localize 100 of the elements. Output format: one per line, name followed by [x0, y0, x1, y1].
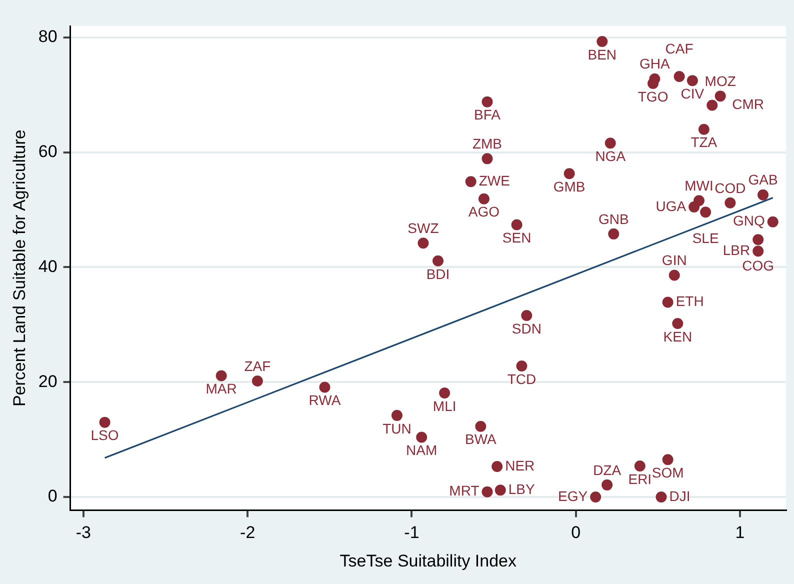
point — [596, 36, 608, 48]
point — [319, 382, 330, 393]
data-label: SEN — [502, 230, 532, 246]
point — [439, 388, 450, 399]
data-label: CIV — [680, 85, 705, 102]
x-tick-label: -3 — [76, 523, 92, 542]
point — [465, 176, 476, 188]
data-label: TUN — [382, 420, 412, 436]
point — [482, 486, 493, 498]
data-label: MRT — [449, 482, 480, 499]
y-tick-label: 0 — [48, 486, 58, 506]
point — [516, 360, 528, 372]
data-label: MAR — [206, 380, 237, 397]
data-label: TZA — [690, 134, 718, 150]
point — [662, 296, 674, 308]
data-label: MLI — [432, 398, 456, 414]
y-tick-label: 20 — [38, 372, 58, 391]
point — [694, 195, 704, 206]
data-label: DJI — [669, 488, 690, 504]
point — [432, 255, 444, 266]
x-tick-label: 1 — [735, 523, 745, 542]
data-label: BWA — [464, 431, 498, 448]
data-label: GMB — [553, 178, 586, 194]
point — [252, 375, 263, 386]
point — [714, 90, 726, 102]
data-label: BDI — [426, 266, 450, 282]
point — [478, 193, 490, 204]
point — [604, 138, 616, 149]
point — [521, 310, 532, 321]
data-label: TGO — [638, 88, 668, 104]
data-label: GNQ — [732, 212, 765, 229]
data-label: ZAF — [244, 358, 271, 374]
data-label: COD — [714, 180, 746, 196]
point — [482, 153, 493, 164]
point — [590, 491, 602, 502]
point — [648, 78, 659, 89]
data-label: NGA — [595, 148, 626, 164]
y-tick-label: 80 — [38, 27, 58, 46]
data-label: NER — [505, 457, 535, 474]
data-label: UGA — [656, 198, 687, 214]
data-label: SOM — [652, 464, 684, 481]
data-label: BFA — [474, 106, 502, 123]
data-label: DZA — [593, 462, 622, 478]
point — [99, 416, 110, 428]
point — [656, 491, 667, 502]
point — [758, 189, 769, 200]
data-label: COG — [742, 258, 774, 274]
point — [724, 197, 736, 208]
point — [767, 216, 778, 228]
point — [416, 432, 428, 443]
y-tick-label: 40 — [38, 256, 58, 276]
point — [391, 410, 402, 421]
data-label: GHA — [640, 56, 671, 72]
data-label: MOZ — [704, 72, 736, 89]
point — [698, 124, 710, 135]
point — [511, 219, 522, 230]
data-label: LBY — [508, 480, 536, 497]
point — [674, 71, 685, 82]
y-axis-title: Percent Land Suitable for Agriculture — [10, 130, 29, 407]
data-label: BEN — [588, 46, 617, 62]
data-label: CMR — [732, 96, 764, 112]
data-label: GNB — [598, 210, 629, 227]
data-label: SLE — [692, 230, 719, 246]
point — [418, 238, 429, 249]
x-tick-label: 0 — [571, 523, 581, 542]
point — [672, 318, 684, 330]
x-axis-title: TseTse Suitability Index — [340, 551, 517, 570]
data-label: GAB — [748, 172, 778, 188]
data-label: MWI — [684, 177, 714, 194]
point — [564, 168, 575, 180]
point — [668, 270, 680, 281]
point — [494, 484, 506, 496]
point — [752, 234, 764, 246]
point — [752, 246, 764, 257]
x-tick-label: -2 — [240, 523, 256, 542]
point — [602, 479, 613, 490]
point — [475, 420, 486, 432]
data-label: AGO — [468, 204, 500, 220]
data-label: SWZ — [408, 220, 440, 236]
point — [216, 370, 227, 382]
data-label: RWA — [308, 392, 342, 408]
y-tick-label: 60 — [38, 142, 58, 162]
data-label: TCD — [507, 370, 536, 387]
data-label: EGY — [558, 488, 588, 504]
point — [700, 206, 712, 218]
point — [662, 454, 674, 466]
data-label: NAM — [406, 442, 438, 458]
point — [686, 75, 698, 86]
point — [492, 461, 503, 472]
data-label: CAF — [665, 40, 694, 56]
data-label: ERI — [628, 470, 652, 487]
data-label: LSO — [90, 427, 119, 444]
point — [608, 228, 620, 240]
data-label: GIN — [662, 252, 687, 268]
data-label: ZWE — [478, 172, 510, 189]
point — [634, 460, 646, 472]
data-label: ZMB — [472, 136, 502, 152]
data-label: SDN — [512, 320, 542, 336]
point — [706, 100, 718, 111]
point — [482, 96, 493, 108]
